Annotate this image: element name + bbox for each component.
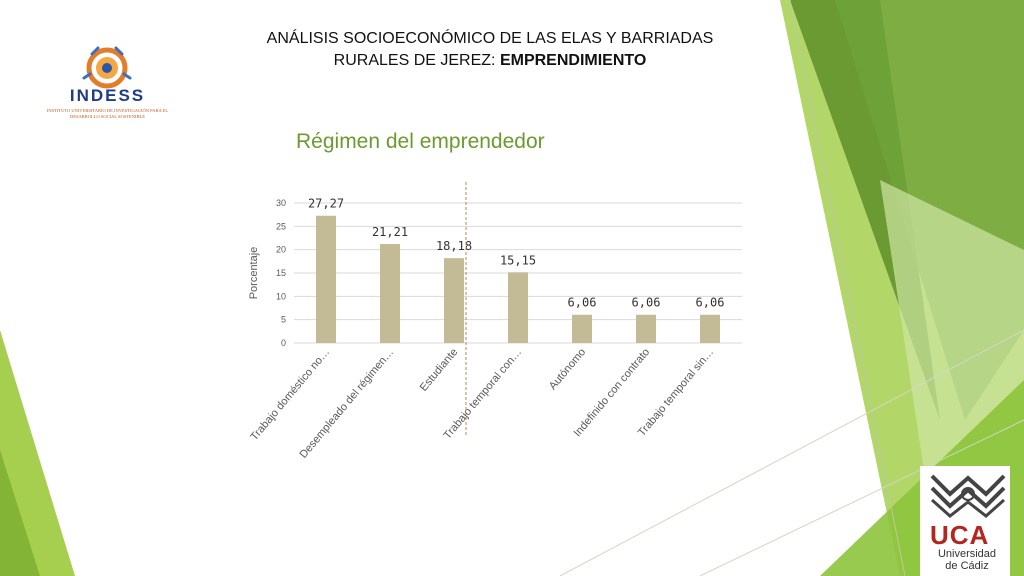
y-tick-label: 20 bbox=[276, 245, 286, 255]
data-label: 6,06 bbox=[696, 296, 725, 310]
bar bbox=[508, 272, 528, 343]
y-tick-label: 5 bbox=[281, 315, 286, 325]
data-label: 15,15 bbox=[500, 253, 536, 267]
uca-subtitle-line-2: de Cádiz bbox=[945, 560, 989, 572]
title-line-1: ANÁLISIS SOCIOECONÓMICO DE LAS ELAS Y BA… bbox=[266, 30, 714, 47]
bar bbox=[380, 244, 400, 343]
x-tick-label: Estudiante bbox=[418, 346, 461, 394]
indess-logo-subtitle: INSTITUTO UNIVERSITARIO DE INVESTIGACIÓN… bbox=[46, 108, 169, 119]
y-tick-label: 15 bbox=[276, 268, 286, 278]
bar bbox=[700, 314, 720, 343]
uca-logo-subtitle: Universidad de Cádiz bbox=[922, 548, 1012, 572]
indess-logo-name: INDESS bbox=[69, 86, 146, 105]
y-tick-label: 25 bbox=[276, 221, 286, 231]
data-label: 18,18 bbox=[436, 239, 472, 253]
uca-logo-name: UCA bbox=[930, 520, 990, 550]
bar bbox=[444, 258, 464, 343]
title-line-2-prefix: RURALES DE JEREZ: bbox=[333, 52, 500, 69]
uca-subtitle-line-1: Universidad bbox=[937, 548, 997, 560]
title-line-2-bold: EMPRENDIMIENTO bbox=[499, 52, 647, 69]
indess-logo-icon bbox=[82, 46, 132, 89]
deco-triangle-left-bottom-dark bbox=[0, 450, 40, 576]
y-axis-label: Porcentaje bbox=[248, 247, 260, 300]
x-tick-label: Autónomo bbox=[547, 346, 588, 392]
deco-line-1 bbox=[789, 0, 906, 576]
bar bbox=[636, 314, 656, 343]
data-label: 6,06 bbox=[632, 296, 661, 310]
y-tick-label: 30 bbox=[276, 198, 286, 208]
data-label: 27,27 bbox=[308, 197, 344, 211]
data-label: 21,21 bbox=[372, 225, 408, 239]
bar bbox=[572, 314, 592, 343]
data-label: 6,06 bbox=[568, 296, 597, 310]
deco-line-2 bbox=[559, 329, 1024, 576]
title-line-2: RURALES DE JEREZ: EMPRENDIMIENTO bbox=[240, 50, 740, 72]
uca-emblem-icon bbox=[930, 474, 1006, 518]
y-tick-label: 0 bbox=[281, 338, 286, 348]
deco-line-3 bbox=[699, 419, 1024, 576]
page-title: ANÁLISIS SOCIOECONÓMICO DE LAS ELAS Y BA… bbox=[240, 28, 740, 72]
x-tick-label: Trabajo temporal sin… bbox=[636, 346, 716, 439]
chart-title: Régimen del emprendedor bbox=[296, 130, 545, 153]
y-tick-label: 10 bbox=[276, 291, 286, 301]
bar bbox=[316, 215, 336, 343]
